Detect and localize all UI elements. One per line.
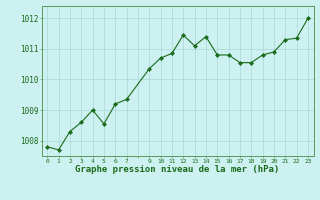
X-axis label: Graphe pression niveau de la mer (hPa): Graphe pression niveau de la mer (hPa) <box>76 165 280 174</box>
